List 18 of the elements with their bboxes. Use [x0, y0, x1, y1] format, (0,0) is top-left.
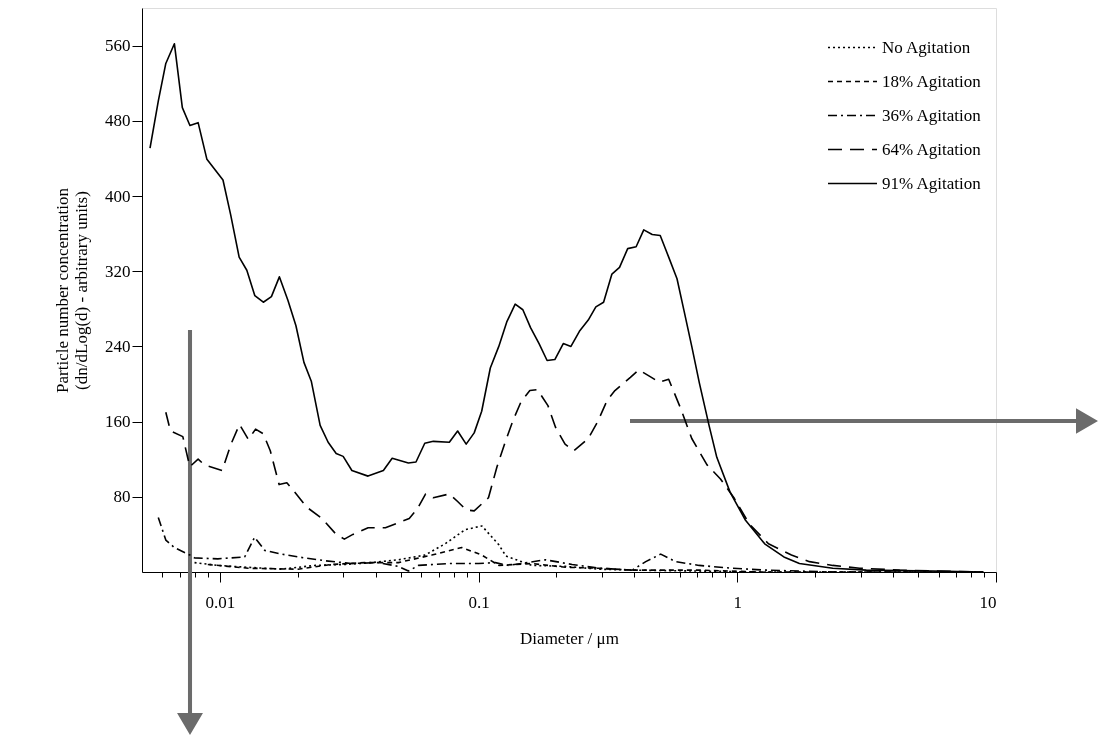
legend-label: 36% Agitation: [882, 105, 982, 125]
x-axis-title: Diameter / μm: [520, 628, 619, 648]
x-tick-label: 0.01: [205, 592, 236, 612]
legend-label: 91% Agitation: [882, 173, 982, 193]
y-axis-title: Particle number concentration (dn/dLog(d) - arbitrary units): [53, 187, 91, 393]
y-tick-label: 320: [105, 261, 131, 281]
y-tick-label: 400: [105, 186, 131, 206]
y-tick-label: 560: [105, 36, 131, 56]
y-tick-label: 80: [113, 487, 131, 507]
y-tick-label: 480: [105, 111, 131, 131]
x-tick-label: 0.1: [468, 592, 490, 612]
y-tick-label: 160: [105, 412, 131, 432]
x-tick-label: 10: [979, 592, 997, 612]
x-tick-label: 1: [733, 592, 743, 612]
legend-label: 18% Agitation: [882, 71, 982, 91]
legend-label: No Agitation: [882, 37, 971, 57]
y-tick-label: 240: [105, 336, 131, 356]
legend-label: 64% Agitation: [882, 139, 982, 159]
